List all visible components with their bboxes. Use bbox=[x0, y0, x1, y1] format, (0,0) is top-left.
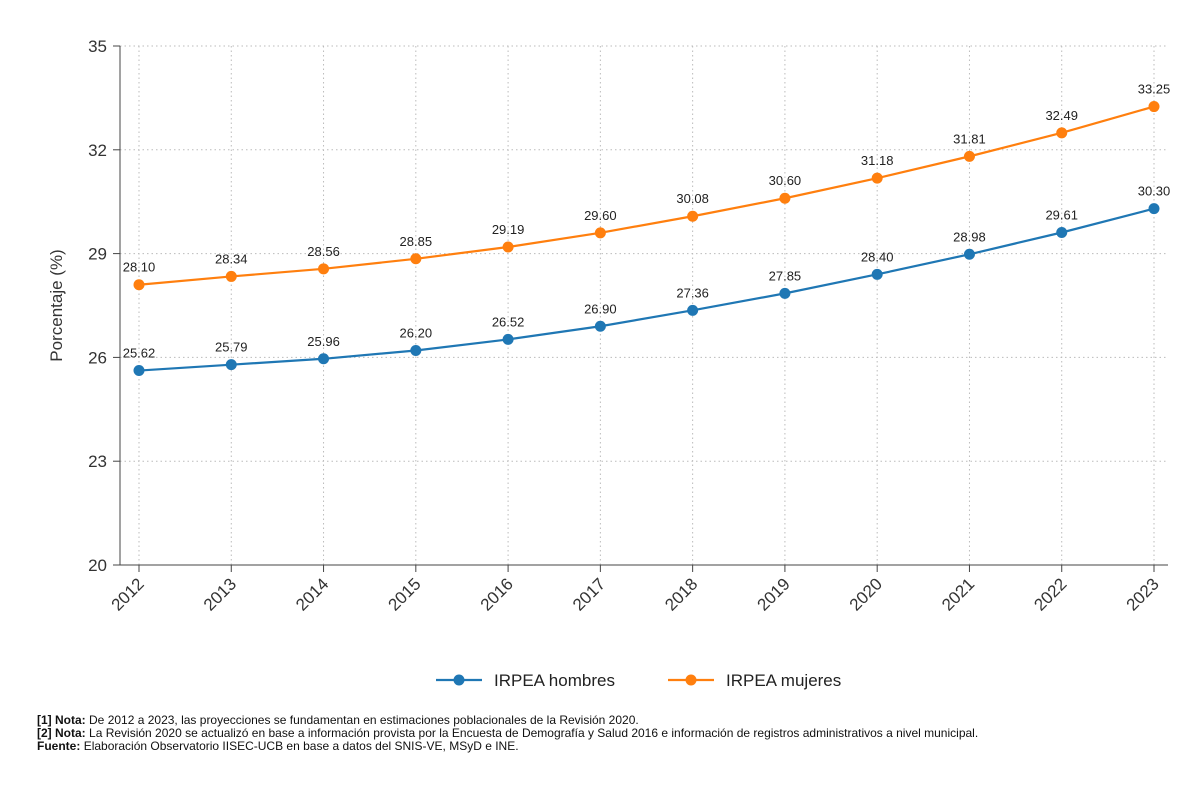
data-label: 29.61 bbox=[1045, 207, 1078, 222]
y-tick-label: 20 bbox=[88, 556, 107, 575]
series-line-1 bbox=[138, 207, 1155, 372]
data-point bbox=[133, 365, 145, 377]
data-label: 32.49 bbox=[1045, 108, 1078, 123]
note-1-key: [1] Nota: bbox=[37, 713, 86, 727]
data-label: 26.20 bbox=[400, 325, 433, 340]
data-point bbox=[410, 344, 422, 356]
data-point bbox=[594, 227, 606, 239]
data-label: 31.81 bbox=[953, 131, 986, 146]
data-point bbox=[963, 248, 975, 260]
x-tick-label: 2023 bbox=[1123, 574, 1163, 614]
data-label: 27.85 bbox=[769, 268, 802, 283]
legend-label-1: IRPEA hombres bbox=[494, 671, 615, 690]
data-point bbox=[502, 241, 514, 253]
data-point bbox=[410, 253, 422, 265]
data-point bbox=[1056, 226, 1068, 238]
legend-marker-1 bbox=[453, 674, 465, 686]
data-point bbox=[594, 320, 606, 332]
data-label: 28.34 bbox=[215, 251, 248, 266]
source-key: Fuente: bbox=[37, 739, 81, 753]
source-text: Elaboración Observatorio IISEC-UCB en ba… bbox=[83, 739, 519, 753]
data-label: 28.10 bbox=[123, 260, 156, 275]
x-tick-label: 2019 bbox=[754, 574, 794, 614]
data-labels: 25.62 25.79 25.96 26.20 26.52 26.90 27.36 27.85… bbox=[123, 82, 1171, 361]
data-label: 28.56 bbox=[307, 244, 340, 259]
data-point bbox=[871, 172, 883, 184]
note-1-text: De 2012 a 2023, las proyecciones se fund… bbox=[89, 713, 639, 727]
data-point bbox=[133, 279, 145, 291]
legend-marker-2 bbox=[685, 674, 697, 686]
x-tick-label: 2021 bbox=[938, 574, 978, 614]
data-point bbox=[871, 268, 883, 280]
x-tick-label: 2012 bbox=[108, 574, 148, 614]
data-label: 29.60 bbox=[584, 208, 617, 223]
x-tick-label: 2016 bbox=[477, 574, 517, 614]
x-tick-label: 2022 bbox=[1030, 574, 1070, 614]
data-point bbox=[1148, 203, 1160, 215]
data-label: 30.60 bbox=[769, 173, 802, 188]
data-point bbox=[225, 359, 237, 371]
data-label: 33.25 bbox=[1138, 82, 1171, 97]
x-tick-label: 2018 bbox=[661, 574, 701, 614]
note-1: [1] Nota: De 2012 a 2023, las proyeccion… bbox=[37, 714, 1177, 727]
data-label: 30.08 bbox=[676, 191, 709, 206]
x-tick-label: 2014 bbox=[292, 574, 332, 614]
data-point bbox=[687, 304, 699, 316]
y-tick-label: 32 bbox=[88, 141, 107, 160]
source-note: Fuente: Elaboración Observatorio IISEC-U… bbox=[37, 740, 1177, 753]
x-tick-label: 2020 bbox=[846, 574, 886, 614]
data-label: 26.90 bbox=[584, 301, 617, 316]
notes: [1] Nota: De 2012 a 2023, las proyeccion… bbox=[37, 714, 1177, 753]
note-2-text: La Revisión 2020 se actualizó en base a … bbox=[89, 726, 979, 740]
data-point bbox=[779, 287, 791, 299]
data-label: 25.62 bbox=[123, 346, 156, 361]
data-point bbox=[502, 333, 514, 345]
legend: IRPEA hombres IRPEA mujeres bbox=[436, 671, 841, 690]
note-2-key: [2] Nota: bbox=[37, 726, 86, 740]
note-2: [2] Nota: La Revisión 2020 se actualizó … bbox=[37, 727, 1177, 740]
y-axis-title: Porcentaje (%) bbox=[47, 249, 66, 361]
data-label: 27.36 bbox=[676, 285, 709, 300]
data-point bbox=[779, 192, 791, 204]
y-tick-label: 26 bbox=[88, 348, 107, 367]
data-label: 25.79 bbox=[215, 340, 248, 355]
grid bbox=[120, 45, 1168, 566]
data-label: 25.96 bbox=[307, 334, 340, 349]
data-point bbox=[318, 263, 330, 275]
data-point bbox=[1056, 127, 1068, 139]
data-label: 28.98 bbox=[953, 229, 986, 244]
y-tick-label: 35 bbox=[88, 37, 107, 56]
y-tick-label: 23 bbox=[88, 452, 107, 471]
data-label: 26.52 bbox=[492, 314, 525, 329]
series bbox=[133, 101, 1160, 377]
x-tick-label: 2017 bbox=[569, 574, 609, 614]
x-tick-label: 2015 bbox=[384, 574, 424, 614]
data-point bbox=[1148, 101, 1160, 113]
data-label: 29.19 bbox=[492, 222, 525, 237]
series-line-2 bbox=[138, 105, 1155, 286]
data-point bbox=[687, 210, 699, 222]
data-label: 28.85 bbox=[400, 234, 433, 249]
data-label: 31.18 bbox=[861, 153, 894, 168]
legend-label-2: IRPEA mujeres bbox=[726, 671, 841, 690]
x-tick-label: 2013 bbox=[200, 574, 240, 614]
data-label: 30.30 bbox=[1138, 184, 1171, 199]
data-point bbox=[318, 353, 330, 365]
data-label: 28.40 bbox=[861, 249, 894, 264]
data-point bbox=[963, 150, 975, 162]
y-tick-label: 29 bbox=[88, 245, 107, 264]
data-point bbox=[225, 270, 237, 282]
